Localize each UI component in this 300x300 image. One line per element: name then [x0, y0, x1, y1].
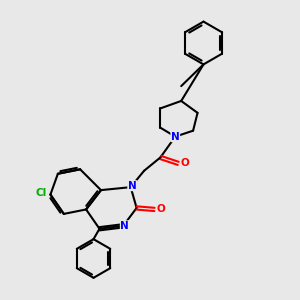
Text: O: O — [157, 204, 165, 214]
Text: N: N — [120, 221, 129, 231]
Text: O: O — [180, 158, 189, 168]
Text: N: N — [128, 181, 136, 191]
Text: N: N — [171, 132, 180, 142]
Text: Cl: Cl — [35, 188, 46, 198]
